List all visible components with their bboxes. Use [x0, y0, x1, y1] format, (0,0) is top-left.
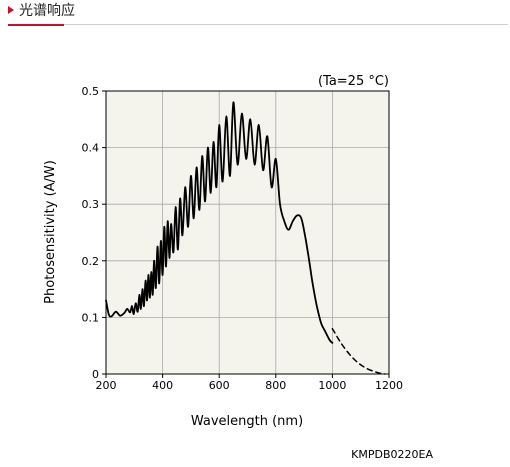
y-tick-label: 0 — [92, 368, 99, 381]
section-header: 光谱响应 — [0, 0, 510, 26]
x-axis-ticks: 200 400 600 800 1000 1200 — [96, 374, 403, 392]
data-series — [105, 101, 386, 375]
y-tick-label: 0.1 — [82, 311, 100, 324]
photosensitivity-curve-extrapolated — [331, 327, 386, 375]
catalog-code: KMPDB0220EA — [351, 448, 433, 461]
header-divider — [8, 24, 508, 25]
plot-area — [106, 91, 389, 374]
y-tick-label: 0.2 — [82, 255, 100, 268]
y-tick-label: 0.3 — [82, 198, 100, 211]
y-axis-ticks: 0 0.1 0.2 0.3 0.4 0.5 — [82, 85, 106, 381]
x-tick-label: 1200 — [375, 379, 403, 392]
section-title: 光谱响应 — [19, 3, 75, 19]
x-tick-label: 600 — [209, 379, 230, 392]
y-tick-label: 0.5 — [82, 85, 100, 98]
header-accent-bar — [8, 24, 64, 26]
condition-label: (Ta=25 °C) — [318, 74, 389, 89]
x-tick-label: 1000 — [318, 379, 346, 392]
plot-frame — [105, 90, 390, 375]
y-axis-label: Photosensitivity (A/W) — [43, 160, 58, 304]
y-tick-label: 0.4 — [82, 142, 100, 155]
triangle-right-icon — [8, 6, 14, 14]
x-tick-label: 200 — [96, 379, 117, 392]
x-tick-label: 400 — [152, 379, 173, 392]
x-axis-label: Wavelength (nm) — [191, 414, 303, 429]
photosensitivity-curve — [105, 101, 334, 344]
x-tick-label: 800 — [265, 379, 286, 392]
